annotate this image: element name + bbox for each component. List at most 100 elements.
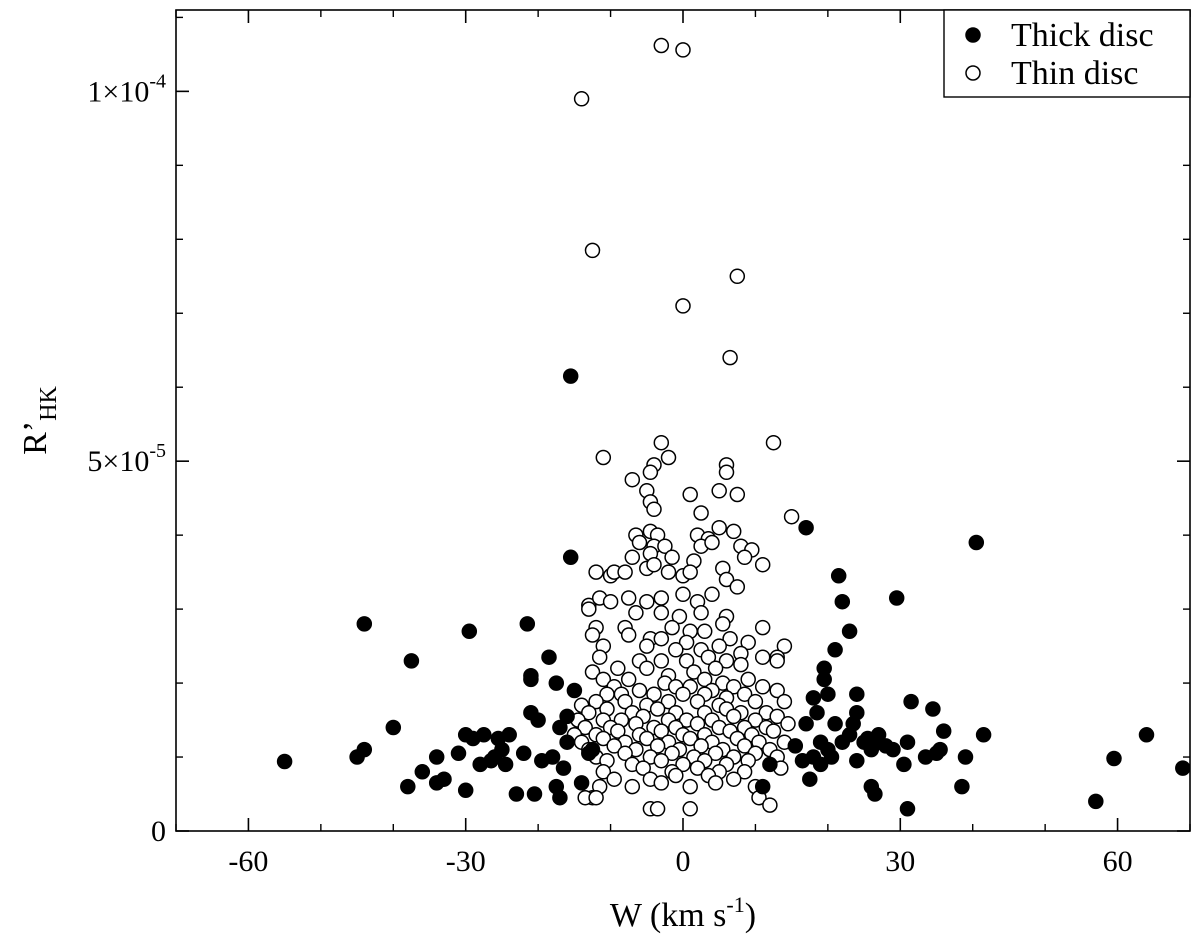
tick-labels: -60 -30 0 30 60 0 5×10-5 1×10-4 [87,70,1132,878]
x-tick-label: 60 [1103,845,1133,878]
thick-disc-point [816,660,832,677]
thin-disc-point [725,679,742,695]
thin-disc-point [711,638,727,654]
thin-disc-point [682,564,698,580]
thin-disc-point [718,571,735,588]
thin-disc-point [736,686,753,702]
thick-disc-point [530,712,546,728]
thin-disc-point [646,556,662,573]
thin-disc-point [617,564,633,580]
thin-disc-point [682,486,698,503]
thin-disc-point [617,745,633,762]
thick-disc-point [968,534,985,551]
thick-disc-point [1138,727,1155,743]
thick-disc-point [896,756,912,773]
thin-disc-point [675,756,691,773]
thin-disc-point [678,653,695,669]
thin-disc-point [707,660,724,677]
thin-disc-point [606,771,622,787]
thick-disc-point [523,671,539,688]
thick-disc-point [802,771,818,787]
y-tick-label: 0 [151,815,166,848]
thin-disc-point [754,619,771,636]
thick-disc-point [562,549,579,566]
thin-disc-point [588,789,604,806]
thin-disc-point [653,723,670,739]
thin-disc-point [649,738,666,754]
data-points [276,37,1191,817]
thin-disc-point [722,349,738,366]
thin-disc-point [682,730,698,747]
thin-disc-point [715,616,731,632]
thin-disc-point [602,593,619,610]
thick-disc-point [849,686,865,702]
thick-disc-point [526,786,543,802]
thick-disc-point [276,753,293,770]
thin-disc-point [635,760,651,776]
thin-disc-point [762,797,778,813]
y-tick-label: 5×10-5 [87,440,166,478]
legend-marker-thick-disc [965,27,981,43]
thin-disc-point [725,771,742,787]
thin-disc-point [649,701,666,717]
thin-disc-point [686,664,702,680]
thin-disc-point [736,738,753,754]
thin-disc-point [765,723,782,739]
thin-disc-point [639,660,655,677]
thick-disc-point [508,786,525,802]
thick-disc-point [1106,750,1122,767]
thin-disc-point [754,649,771,665]
thin-disc-point [664,745,680,762]
thin-disc-point [595,764,612,780]
thin-disc-point [769,653,785,669]
plot-frame [175,9,1191,832]
thin-disc-point [631,534,648,551]
thin-disc-point [693,505,709,521]
thick-disc-point [975,727,992,743]
thick-disc-point [552,719,568,736]
thick-disc-point [830,568,847,584]
thin-disc-point [628,605,644,621]
thin-disc-point [584,664,601,680]
thin-disc-point [649,801,666,817]
thin-disc-point [639,730,655,747]
thin-disc-point [754,679,771,695]
thin-disc-point [725,708,742,725]
thick-disc-point [899,801,916,817]
thin-disc-point [736,764,753,780]
thin-disc-point [700,649,717,665]
thin-disc-point [653,630,670,647]
thick-disc-point [841,623,858,640]
thick-disc-point [932,741,948,758]
thin-disc-point [718,464,735,481]
thin-disc-point [783,508,800,525]
thin-disc-point [707,745,724,762]
thin-disc-point [657,538,673,554]
thin-disc-point [689,760,706,776]
thin-disc-point [639,593,655,610]
thin-disc-point [588,693,604,710]
y-axis-title: R’HK [17,386,62,455]
thick-disc-point [497,756,514,773]
thick-disc-point [428,749,445,765]
legend-marker-thin-disc [965,65,981,81]
thick-disc-point [501,727,517,743]
thin-disc-point [704,534,720,551]
thin-disc-point [776,693,793,710]
thin-disc-point [606,738,622,754]
thin-disc-point [754,556,771,573]
thick-disc-point [798,716,814,732]
thin-disc-point [581,601,597,617]
thin-disc-point [711,519,727,536]
thick-disc-point [562,368,579,384]
thick-disc-point [827,716,843,732]
thick-disc-point [812,756,829,773]
legend-box [943,9,1191,98]
thick-disc-point [1088,793,1104,810]
x-tick-label: -60 [228,845,268,878]
thick-disc-point [903,693,919,710]
legend: Thick disc Thin disc [943,9,1191,98]
thin-disc-point [620,590,637,606]
thick-disc-point [870,727,887,743]
y-tick-label: 1×10-4 [87,70,166,108]
